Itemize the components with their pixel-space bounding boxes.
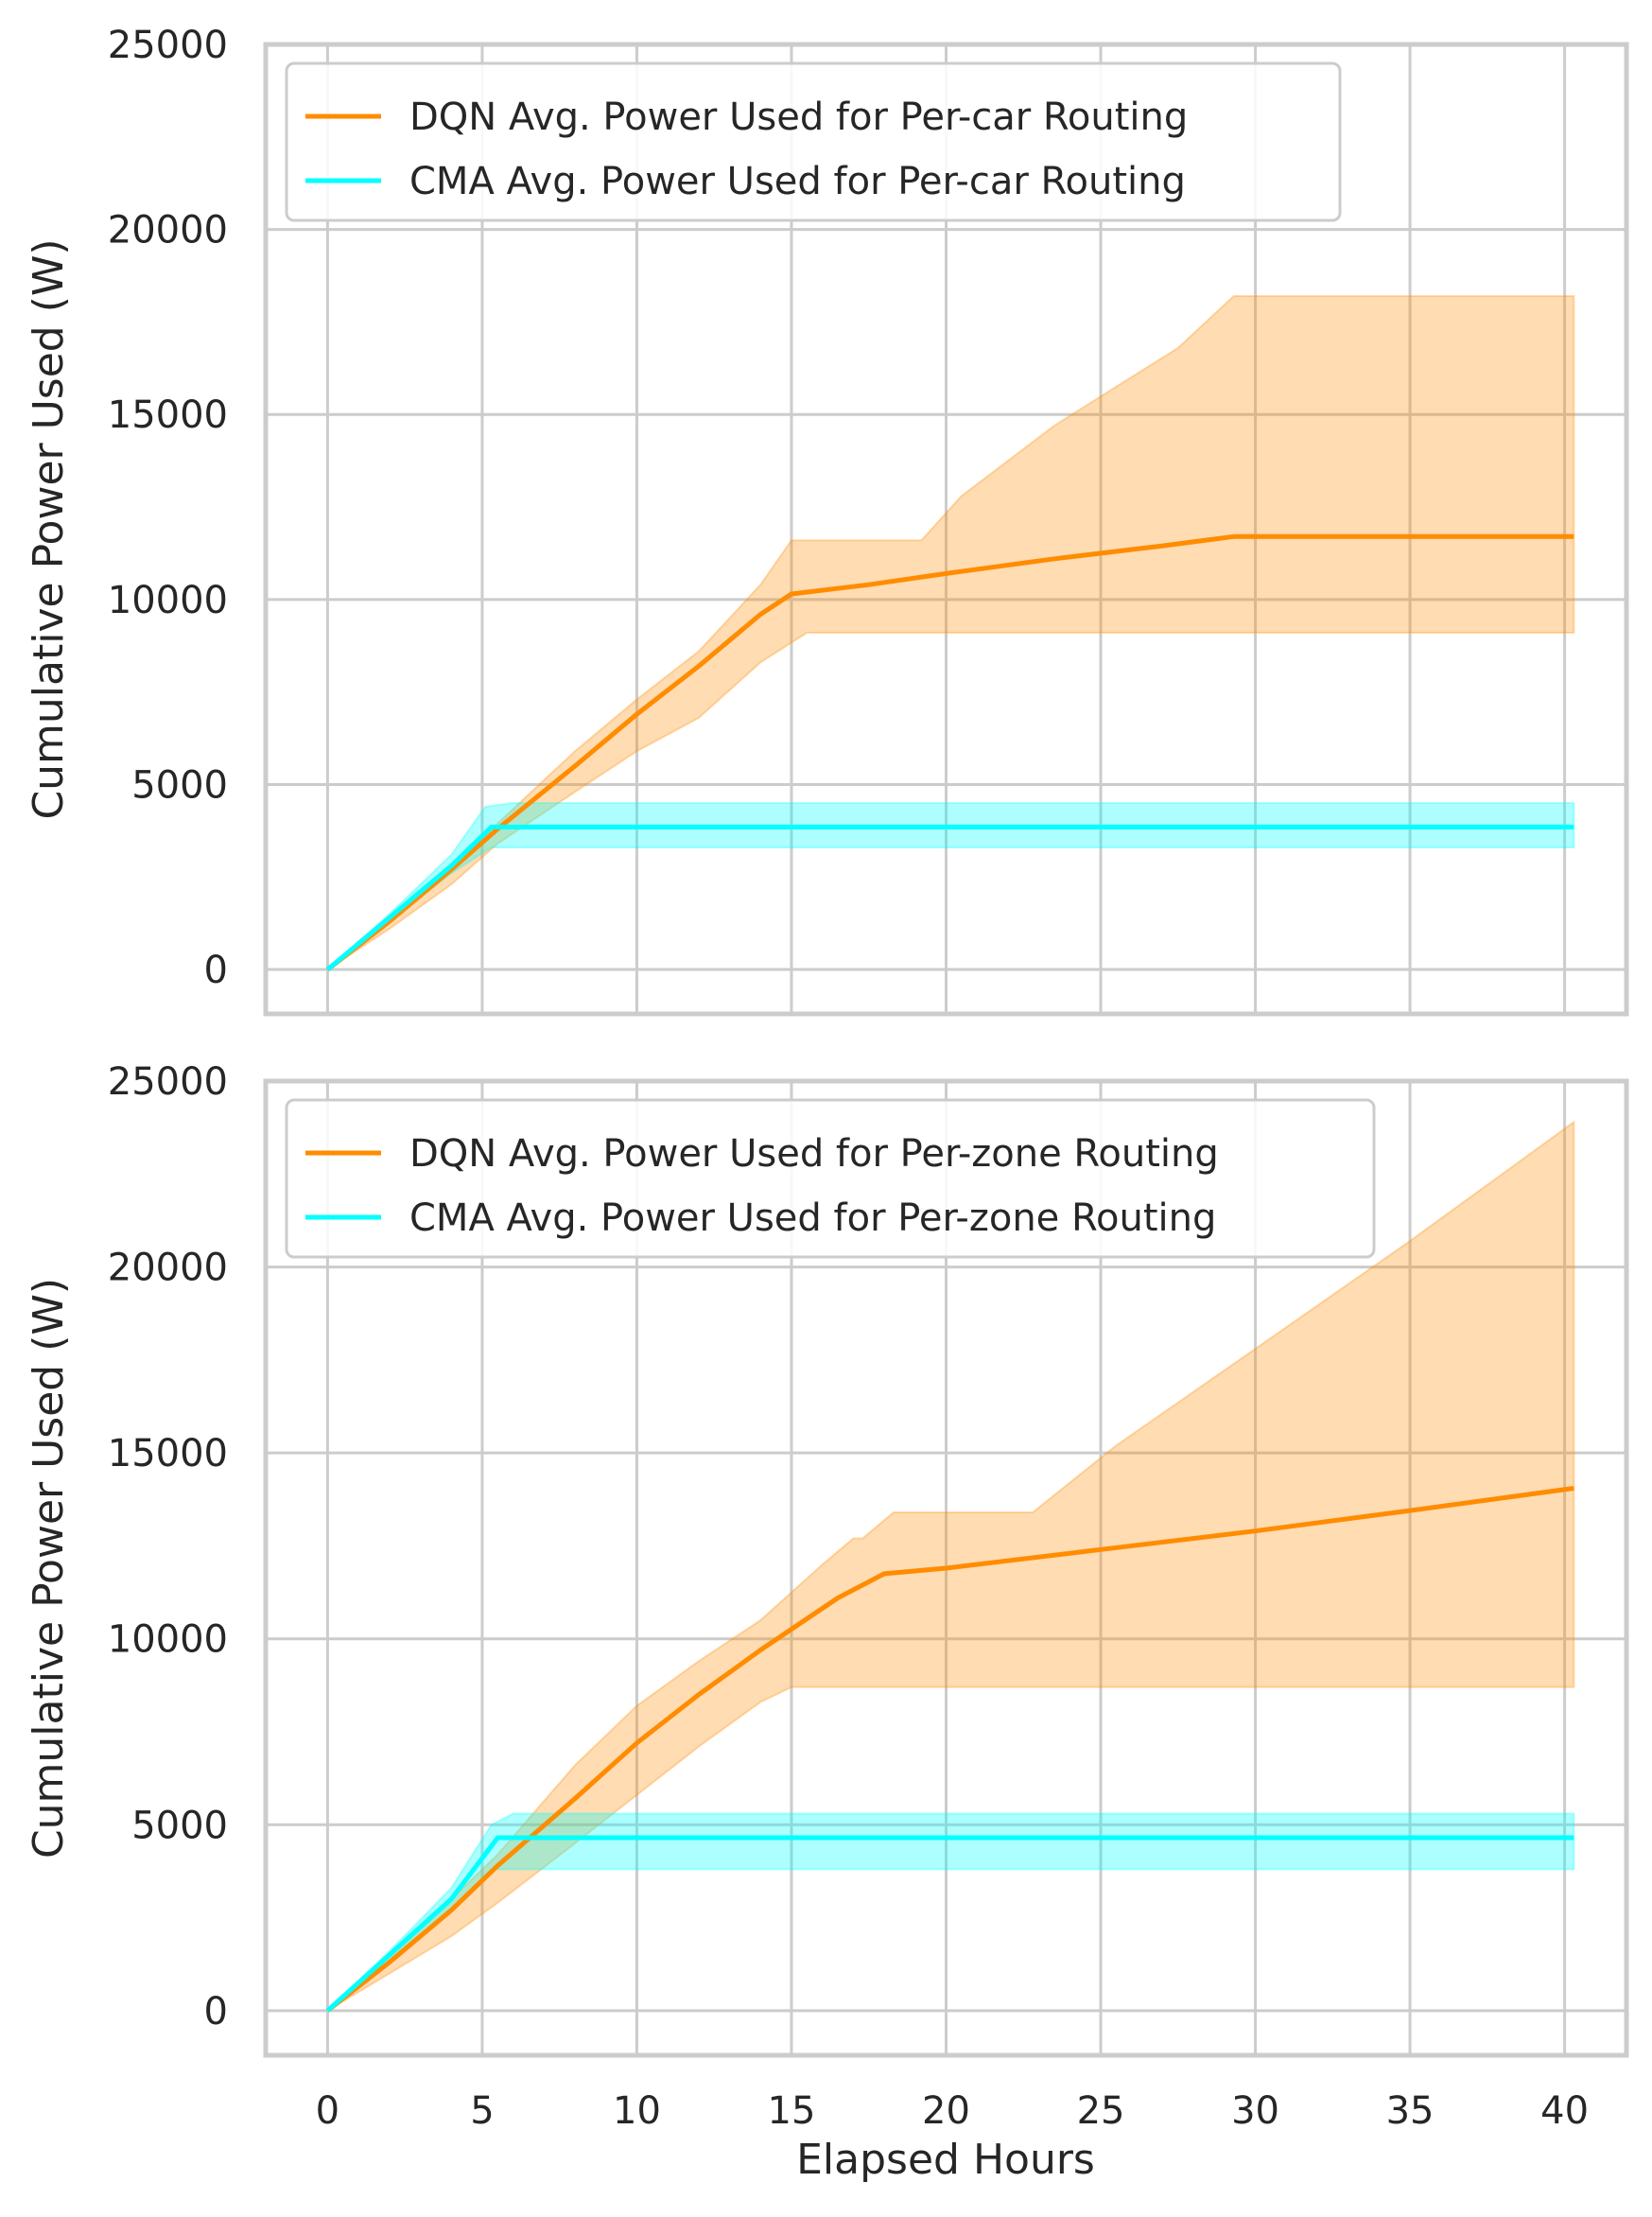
x-tick-label: 20 <box>922 2089 970 2133</box>
plot-frame <box>263 1078 1629 2058</box>
x-tick-label: 35 <box>1386 2089 1435 2133</box>
series-line <box>325 1835 1574 2013</box>
y-axis-label: Cumulative Power Used (W) <box>25 238 73 819</box>
confidence-band <box>326 295 1575 970</box>
y-tick-label: 20000 <box>108 209 228 253</box>
legend-box <box>285 61 1342 222</box>
y-tick-label: 25000 <box>108 24 228 67</box>
x-tick-label: 10 <box>613 2089 661 2133</box>
confidence-band <box>326 1812 1575 2012</box>
y-axis-label: Cumulative Power Used (W) <box>25 1278 73 1859</box>
legend-entry: DQN Avg. Power Used for Per-car Routing <box>409 96 1188 139</box>
y-tick-label: 0 <box>204 949 228 992</box>
series-line <box>325 533 1574 972</box>
x-tick-label: 40 <box>1540 2089 1589 2133</box>
series-line <box>325 1486 1574 2013</box>
top-panel: 0 5000 10000 15000 20000 25000 Cumulative Powe… <box>25 24 1629 1017</box>
series-line <box>325 824 1574 972</box>
x-tick-label: 25 <box>1077 2089 1125 2133</box>
legend-entry: CMA Avg. Power Used for Per-car Routing <box>409 160 1186 203</box>
x-tick-label: 15 <box>768 2089 816 2133</box>
y-tick-label: 25000 <box>108 1060 228 1104</box>
legend-entry: CMA Avg. Power Used for Per-zone Routing <box>409 1196 1216 1240</box>
y-tick-label: 10000 <box>108 1618 228 1662</box>
y-tick-label: 5000 <box>131 1804 228 1847</box>
y-tick-label: 20000 <box>108 1247 228 1290</box>
legend-entry: DQN Avg. Power Used for Per-zone Routing <box>409 1132 1219 1176</box>
y-tick-label: 15000 <box>108 393 228 437</box>
y-tick-label: 15000 <box>108 1432 228 1475</box>
x-tick-label: 5 <box>470 2089 494 2133</box>
y-tick-label: 10000 <box>108 579 228 622</box>
bottom-panel: 0 5000 10000 15000 20000 25000 0 5 10 15 20 25 30 35 4… <box>25 1060 1629 2133</box>
x-axis-label: Elapsed Hours <box>796 2136 1095 2184</box>
y-tick-label: 0 <box>204 1990 228 2034</box>
legend-box <box>285 1098 1376 1259</box>
x-tick-label: 0 <box>316 2089 339 2133</box>
y-tick-label: 5000 <box>131 763 228 807</box>
plot-frame <box>263 42 1629 1017</box>
x-tick-label: 30 <box>1231 2089 1279 2133</box>
